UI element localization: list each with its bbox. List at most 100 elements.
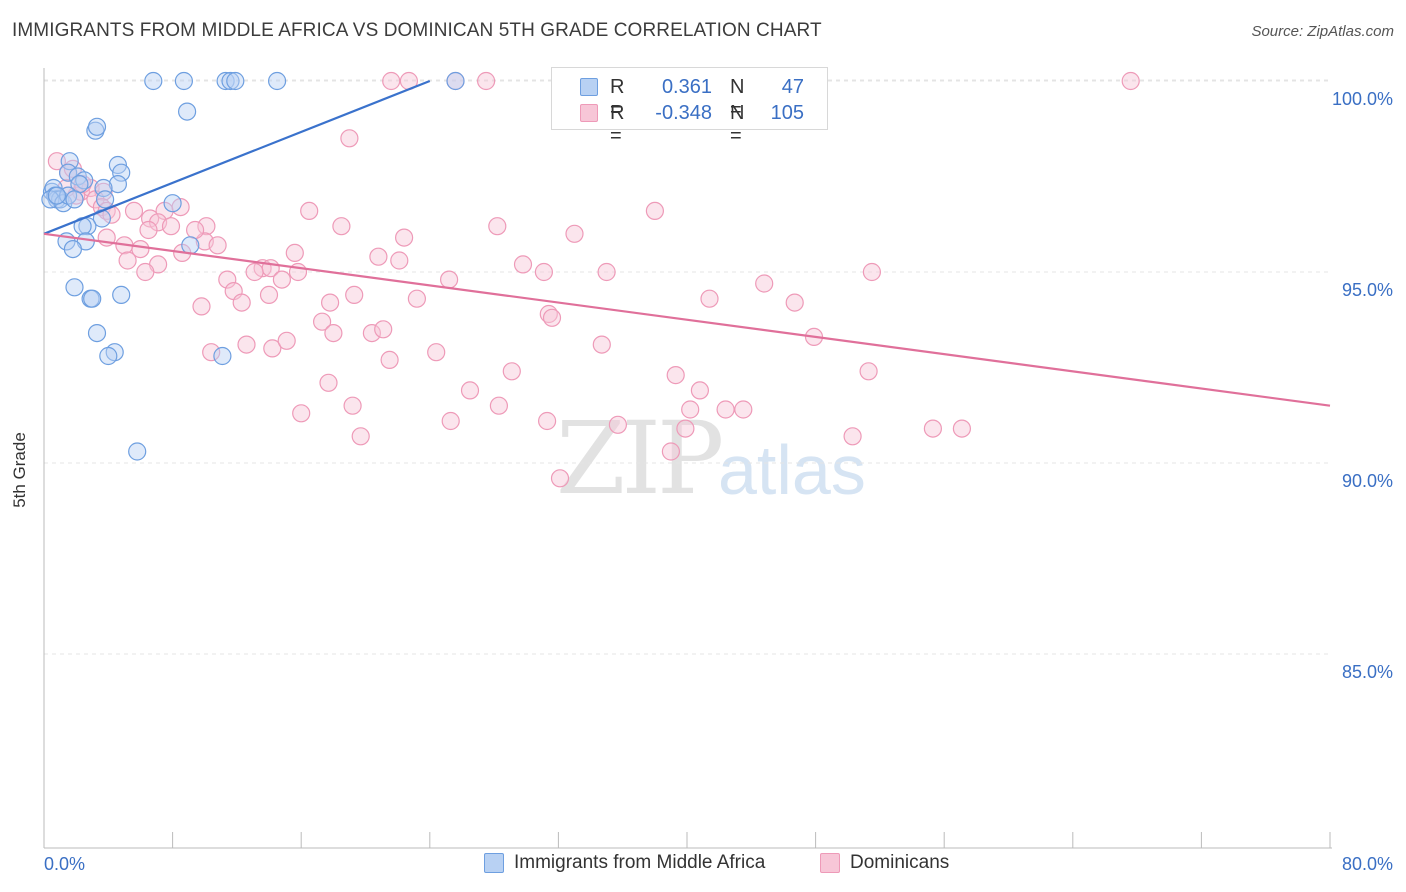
x-tick-label-min: 0.0% [44, 854, 85, 874]
data-point [60, 152, 79, 171]
data-point [395, 228, 414, 247]
data-point [502, 362, 521, 381]
data-point [118, 251, 137, 270]
data-point [380, 350, 399, 369]
data-point [108, 175, 128, 194]
data-point [343, 396, 362, 415]
legend-label: Dominicans [850, 852, 950, 873]
data-point [272, 270, 291, 289]
data-point [362, 324, 381, 343]
data-point [87, 324, 107, 343]
data-point [489, 396, 508, 415]
data-point [592, 335, 611, 354]
data-point [181, 236, 200, 255]
y-tick-label: 95.0% [1342, 280, 1393, 300]
data-point [186, 220, 205, 240]
trend-line [43, 232, 1331, 407]
data-point [63, 240, 83, 259]
legend-swatch-blue [484, 853, 504, 873]
data-point [47, 152, 67, 171]
data-point [178, 102, 197, 121]
data-point [332, 217, 351, 236]
data-point [218, 270, 237, 289]
series-dominicans [47, 71, 1140, 488]
data-point [300, 201, 319, 220]
data-point [407, 289, 426, 308]
data-point [369, 247, 388, 266]
data-point [340, 129, 359, 148]
data-point [477, 71, 496, 91]
data-point [608, 415, 628, 434]
data-point [1121, 71, 1140, 91]
x-tick-label-max: 80.0% [1342, 854, 1393, 874]
data-point [440, 270, 459, 289]
data-point [324, 324, 343, 343]
data-point [47, 186, 67, 205]
data-point [351, 427, 370, 446]
data-point [550, 469, 570, 488]
data-point [94, 178, 113, 198]
grid-lines [44, 79, 1330, 655]
data-point [537, 411, 557, 431]
legend-n-value: 47 [781, 76, 804, 98]
data-point [843, 427, 862, 446]
data-point [313, 312, 332, 331]
data-point [87, 117, 107, 136]
legend-r-label: R = [610, 76, 625, 121]
legend-r-label: R = [610, 102, 625, 147]
data-point [382, 71, 401, 91]
data-point [676, 419, 695, 438]
y-tick-label: 100.0% [1332, 89, 1393, 109]
data-point [192, 297, 211, 316]
data-point [161, 217, 181, 236]
data-point [202, 343, 221, 362]
y-tick-labels: 85.0% 90.0% 95.0% 100.0% [1332, 89, 1393, 682]
data-point [666, 366, 685, 385]
data-point [952, 419, 972, 438]
trend-line [43, 79, 431, 235]
legend-n-value: 105 [770, 102, 804, 124]
axes [43, 68, 1332, 849]
data-point [785, 293, 804, 312]
data-point [923, 419, 943, 438]
legend-r-value: 0.361 [661, 76, 712, 98]
data-point [285, 243, 304, 262]
data-point [112, 285, 131, 304]
data-point [597, 262, 616, 282]
data-point [226, 71, 245, 91]
data-point [174, 71, 193, 91]
data-point [734, 400, 753, 419]
y-tick-label: 85.0% [1342, 662, 1393, 682]
data-point [700, 289, 719, 308]
data-point [460, 381, 480, 400]
data-point [277, 331, 296, 350]
data-point [755, 274, 774, 293]
data-point [859, 362, 878, 381]
data-point [681, 400, 700, 419]
data-point [216, 71, 235, 91]
trend-lines [43, 79, 1331, 407]
correlation-legend: R = 0.361 N = 47 R = -0.348 N = 105 [551, 67, 828, 147]
data-point [319, 373, 338, 392]
data-point [245, 262, 264, 282]
data-point [99, 346, 118, 366]
data-point [83, 289, 102, 308]
data-point [237, 335, 256, 354]
data-point [163, 194, 182, 213]
data-point [259, 285, 279, 304]
series-middle-africa [41, 71, 465, 461]
x-tick-labels: 0.0% 80.0% [44, 854, 1393, 874]
data-point [136, 262, 155, 282]
legend-n-label: N = [730, 102, 745, 147]
data-point [65, 190, 84, 209]
data-point [208, 236, 227, 255]
data-point [542, 308, 562, 327]
data-point [488, 217, 507, 236]
data-point [263, 339, 282, 358]
watermark-atlas: atlas [718, 431, 866, 509]
data-point [716, 400, 735, 419]
data-point [232, 293, 251, 312]
data-point [292, 404, 311, 423]
data-point [661, 442, 681, 461]
watermark-zip: ZIP [556, 400, 724, 517]
